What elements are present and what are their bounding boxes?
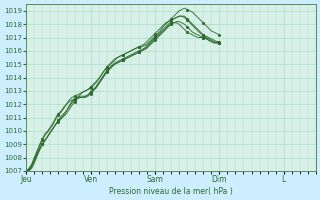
X-axis label: Pression niveau de la mer( hPa ): Pression niveau de la mer( hPa ) bbox=[109, 187, 233, 196]
